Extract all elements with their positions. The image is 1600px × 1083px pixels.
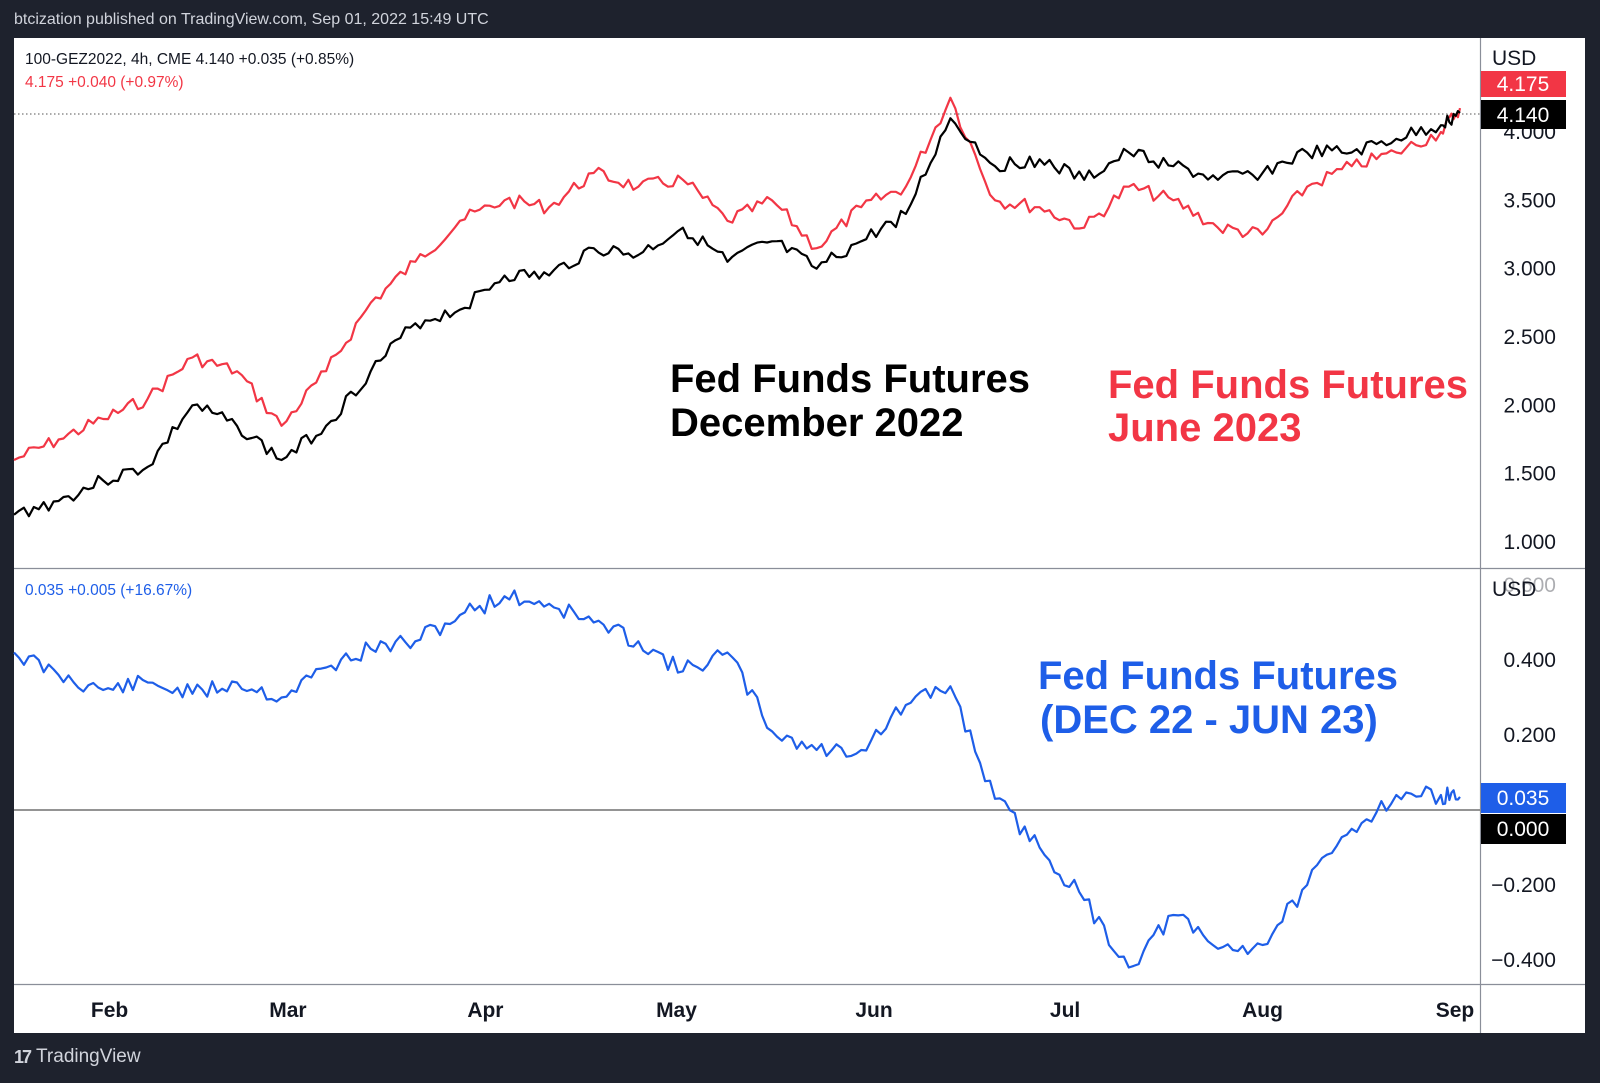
black-price-badge [1481,100,1566,129]
lower-currency-label: USD [1492,578,1536,601]
blue-price-badge [1481,783,1566,813]
lower-tick-label: 0.400 [1503,649,1556,672]
annotation-spread-line1: Fed Funds Futures [1038,654,1398,698]
annotation-jun-2023-line2: June 2023 [1108,406,1301,450]
upper-tick-label: 2.000 [1503,394,1556,417]
upper-currency-label: USD [1492,47,1536,70]
tradingview-logo-icon: 17 [14,1046,32,1067]
red-price-badge [1481,71,1566,97]
tradingview-logo-text: TradingView [36,1046,141,1067]
zero-price-badge-label: 0.000 [1497,818,1550,841]
month-label: May [656,999,697,1022]
chart-area[interactable]: Fed Funds Futures December 2022 Fed Fund… [0,0,1600,1040]
publisher-info: btcization published on TradingView.com,… [14,11,489,28]
month-label: Jun [855,999,892,1022]
upper-tick-label: 1.000 [1503,531,1556,554]
zero-price-badge [1481,814,1566,844]
top-bar: btcization published on TradingView.com,… [0,0,1600,38]
upper-tick-label: 3.000 [1503,258,1556,281]
upper-series-group [13,96,1462,518]
month-label: Feb [91,999,128,1022]
red-price-badge-label: 4.175 [1497,73,1550,96]
upper-legend-red[interactable]: 4.175 +0.040 (+0.97%) [25,74,184,91]
annotation-jun-2023-line1: Fed Funds Futures [1108,363,1468,407]
lower-legend-blue[interactable]: 0.035 +0.005 (+16.67%) [25,582,192,599]
lower-pane-background [14,569,1585,984]
lower-tick-label: 0.600 [1503,574,1556,597]
series-line-black[interactable] [13,110,1461,518]
upper-pane-background [14,38,1585,568]
month-label: Jul [1050,999,1080,1022]
black-price-badge-label: 4.140 [1497,104,1550,127]
annotation-spread-line2: (DEC 22 - JUN 23) [1040,698,1378,742]
month-label: Sep [1436,999,1475,1022]
series-line-blue[interactable] [13,589,1461,969]
upper-tick-label: 3.500 [1503,189,1556,212]
upper-tick-label: 2.500 [1503,326,1556,349]
lower-tick-label: −0.400 [1491,949,1556,972]
upper-tick-label: 1.500 [1503,463,1556,486]
blue-price-badge-label: 0.035 [1497,787,1550,810]
month-label: Apr [467,999,503,1022]
annotation-dec-2022-line2: December 2022 [670,401,964,445]
time-axis-background [14,985,1585,1033]
lower-series-group [13,589,1461,969]
lower-tick-label: −0.200 [1491,874,1556,897]
time-axis-labels: Feb Mar Apr May Jun Jul Aug Sep [91,999,1474,1022]
lower-price-ticks: 0.600 0.400 0.200 −0.200 −0.400 [1491,574,1556,972]
month-label: Mar [269,999,306,1022]
month-label: Aug [1242,999,1283,1022]
footer-logo[interactable]: 17 TradingView [14,1046,141,1068]
upper-legend-symbol[interactable]: 100-GEZ2022, 4h, CME 4.140 +0.035 (+0.85… [25,51,354,68]
annotation-dec-2022-line1: Fed Funds Futures [670,357,1030,401]
series-line-red[interactable] [13,96,1462,461]
lower-tick-label: 0.200 [1503,724,1556,747]
